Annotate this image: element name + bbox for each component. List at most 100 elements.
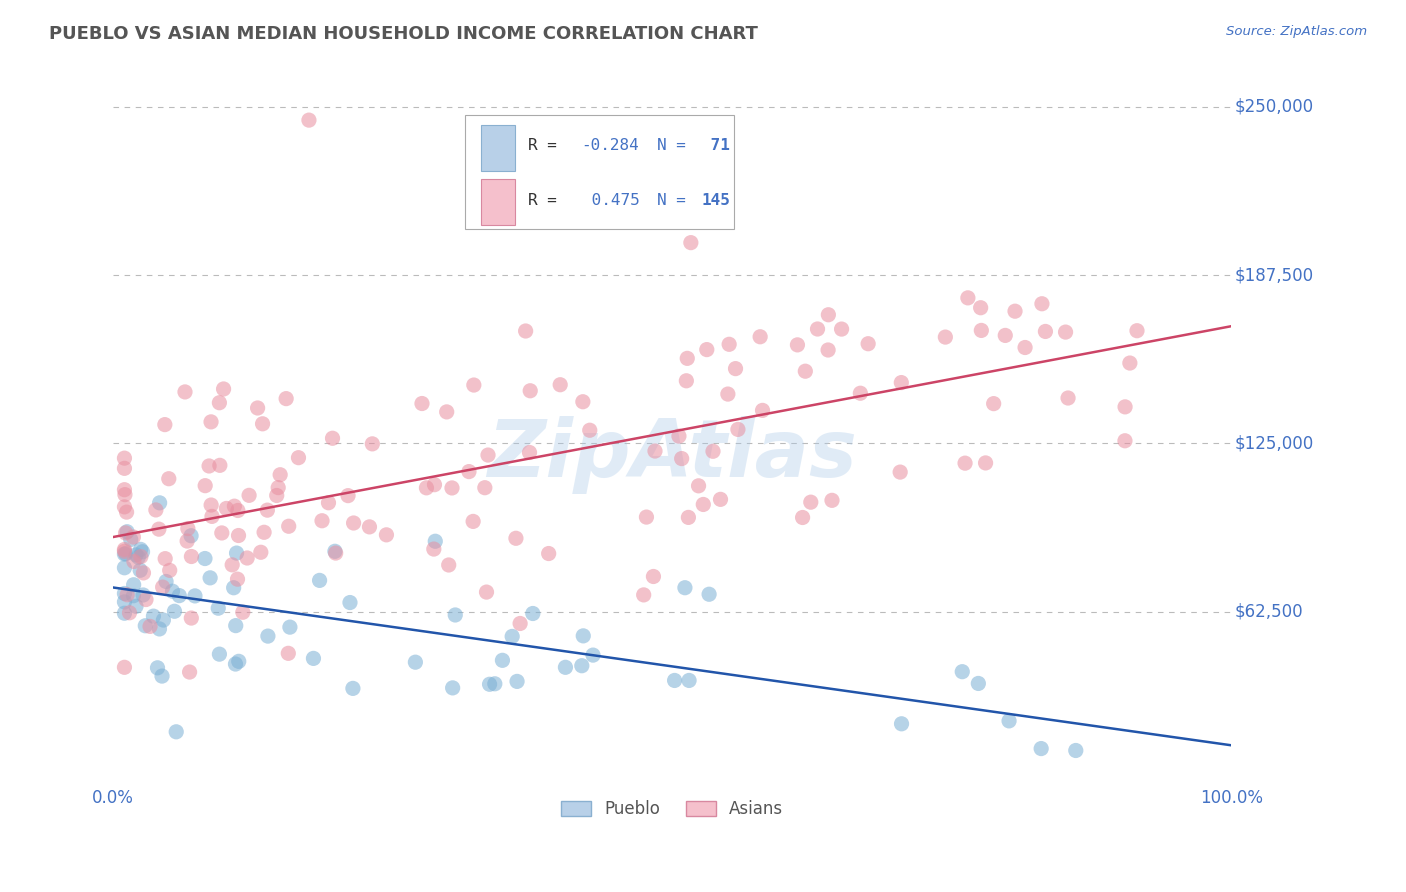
Point: [180, 611, 202, 625]
Point: [114, 595, 136, 609]
Point: [266, 488, 288, 502]
Point: [236, 551, 259, 566]
Point: [179, 665, 201, 679]
Point: [257, 629, 280, 643]
Point: [114, 586, 136, 600]
Point: [149, 496, 172, 510]
Point: [817, 308, 839, 322]
Point: [125, 599, 148, 614]
Point: [786, 338, 808, 352]
Point: [724, 361, 747, 376]
Point: [463, 515, 485, 529]
Point: [200, 498, 222, 512]
Point: [440, 481, 463, 495]
Point: [692, 498, 714, 512]
FancyBboxPatch shape: [465, 115, 734, 228]
Point: [120, 533, 142, 547]
Point: [114, 544, 136, 558]
Point: [821, 493, 844, 508]
Text: $187,500: $187,500: [1234, 266, 1313, 284]
Point: [256, 503, 278, 517]
Point: [302, 651, 325, 665]
Point: [226, 503, 249, 517]
Point: [169, 589, 191, 603]
Point: [323, 544, 346, 558]
Point: [1057, 391, 1080, 405]
Point: [208, 458, 231, 473]
Text: N =: N =: [657, 193, 695, 208]
Point: [1126, 324, 1149, 338]
Point: [423, 542, 446, 557]
Point: [342, 516, 364, 530]
Point: [375, 528, 398, 542]
Point: [118, 606, 141, 620]
Text: $125,000: $125,000: [1234, 434, 1313, 452]
Point: [702, 444, 724, 458]
Point: [718, 337, 741, 351]
Point: [311, 514, 333, 528]
Point: [727, 422, 749, 436]
Legend: Pueblo, Asians: Pueblo, Asians: [555, 794, 790, 825]
Point: [177, 522, 200, 536]
Point: [114, 542, 136, 557]
Point: [114, 525, 136, 540]
Point: [506, 674, 529, 689]
Point: [132, 588, 155, 602]
Point: [115, 524, 138, 539]
Point: [132, 566, 155, 580]
Point: [415, 481, 437, 495]
Point: [548, 377, 571, 392]
Point: [114, 660, 136, 674]
Point: [679, 235, 702, 250]
Point: [749, 330, 772, 344]
Point: [114, 461, 136, 475]
Point: [129, 549, 152, 564]
Point: [475, 585, 498, 599]
Point: [115, 505, 138, 519]
Point: [441, 681, 464, 695]
Point: [322, 431, 344, 445]
Point: [308, 574, 330, 588]
Point: [325, 546, 347, 560]
Text: ZipAtlas: ZipAtlas: [488, 416, 858, 494]
Point: [342, 681, 364, 696]
Point: [994, 328, 1017, 343]
Point: [122, 554, 145, 568]
Text: R =: R =: [529, 138, 567, 153]
Point: [404, 655, 426, 669]
Point: [162, 584, 184, 599]
Point: [474, 481, 496, 495]
Text: 145: 145: [702, 193, 730, 208]
Point: [636, 510, 658, 524]
Point: [671, 451, 693, 466]
Point: [794, 364, 817, 378]
Point: [800, 495, 823, 509]
Point: [817, 343, 839, 357]
Point: [224, 657, 246, 671]
Point: [970, 323, 993, 337]
Point: [318, 496, 340, 510]
Point: [298, 113, 321, 128]
Point: [956, 291, 979, 305]
Point: [554, 660, 576, 674]
Point: [114, 561, 136, 575]
Point: [201, 509, 224, 524]
Point: [1014, 341, 1036, 355]
Point: [238, 488, 260, 502]
Point: [114, 500, 136, 514]
Point: [122, 578, 145, 592]
Point: [114, 483, 136, 497]
Point: [212, 382, 235, 396]
Point: [676, 351, 699, 366]
Point: [444, 607, 467, 622]
Point: [129, 542, 152, 557]
Point: [437, 558, 460, 572]
Text: PUEBLO VS ASIAN MEDIAN HOUSEHOLD INCOME CORRELATION CHART: PUEBLO VS ASIAN MEDIAN HOUSEHOLD INCOME …: [49, 25, 758, 43]
Point: [644, 444, 666, 458]
Point: [423, 477, 446, 491]
Point: [180, 549, 202, 564]
Point: [337, 489, 360, 503]
Point: [361, 437, 384, 451]
Point: [115, 588, 138, 602]
Point: [934, 330, 956, 344]
